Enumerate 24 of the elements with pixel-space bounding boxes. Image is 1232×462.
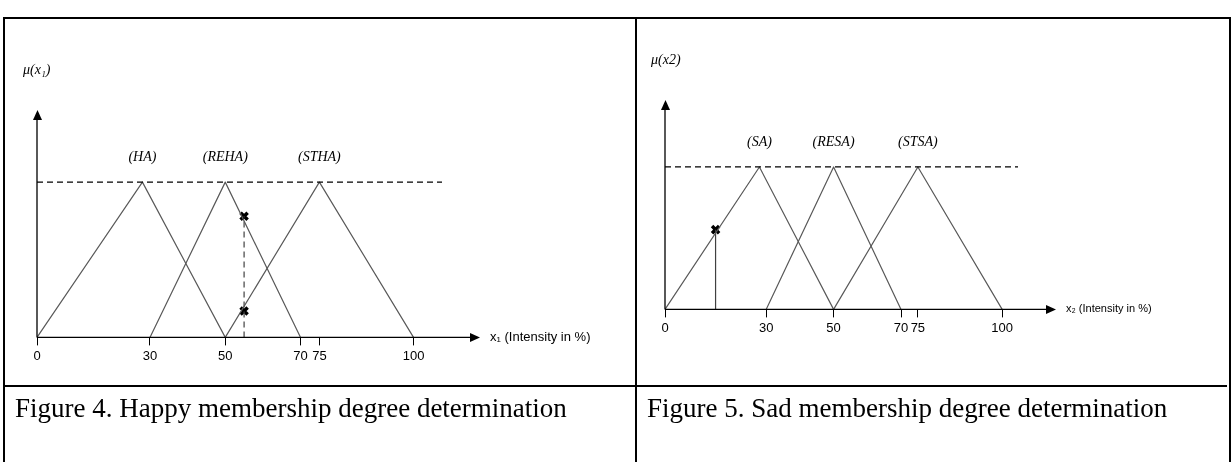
- x-tick-label: 0: [33, 347, 41, 363]
- series-label: (SA): [746, 133, 773, 150]
- x-tick-label: 0: [661, 319, 669, 335]
- x-tick-label: 50: [826, 319, 841, 335]
- x-axis-title: x₂ (Intensity in %): [1066, 302, 1152, 315]
- series-label: (STSA): [898, 133, 939, 150]
- series-label: (HA): [128, 148, 157, 165]
- x-tick-label: 100: [402, 347, 425, 363]
- x-tick-label: 100: [991, 319, 1014, 335]
- x-axis-title: x₁ (Intensity in %): [490, 328, 591, 344]
- caption: Figure 5. Sad membership degree determination: [647, 393, 1169, 424]
- x-tick-label: 50: [218, 347, 233, 363]
- y-axis-title: μ(x₁): [22, 61, 51, 78]
- x-tick-label: 70: [293, 347, 308, 363]
- y-axis-title: μ(x2): [650, 51, 681, 68]
- series-label: (REHA): [202, 148, 249, 165]
- caption: Figure 4. Happy membership degree determination: [15, 393, 568, 424]
- x-tick-label: 75: [910, 319, 926, 335]
- x-tick-label: 70: [893, 319, 909, 335]
- x-tick-label: 30: [758, 319, 774, 335]
- series-label: (STHA): [298, 148, 342, 165]
- x-tick-label: 30: [142, 347, 158, 363]
- x-tick-label: 75: [312, 347, 327, 363]
- series-label: (RESA): [812, 133, 855, 150]
